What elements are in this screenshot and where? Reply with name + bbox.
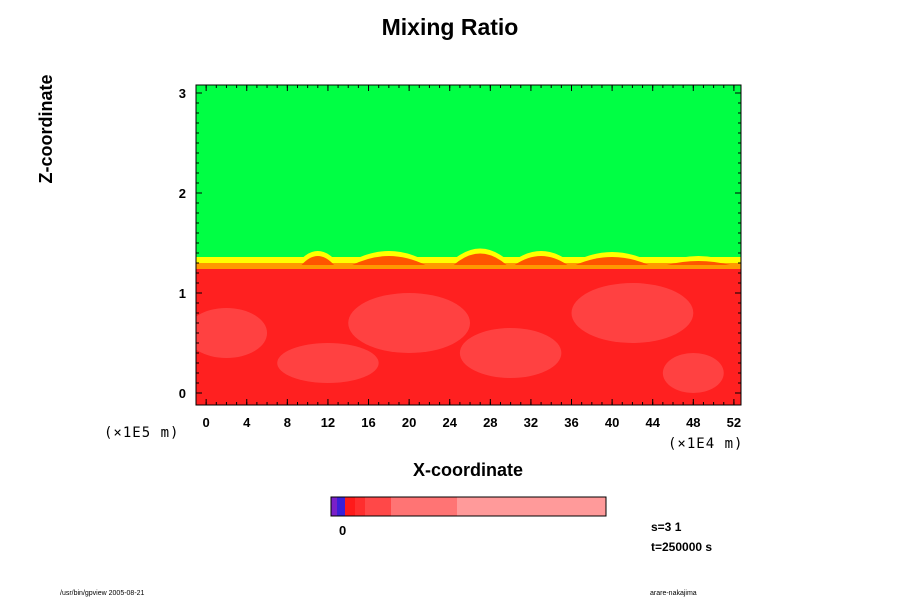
y-axis-ticks: 0 1 2 3 xyxy=(179,86,741,401)
x-tick-label: 24 xyxy=(442,415,457,430)
y-tick-label: 0 xyxy=(179,386,186,401)
mixing-patch xyxy=(196,308,268,358)
x-tick-label: 44 xyxy=(645,415,660,430)
y-tick-label: 2 xyxy=(179,186,186,201)
colorbar-frame xyxy=(330,496,607,517)
colorbar-segment xyxy=(331,497,337,516)
footer-author: arare-nakajima xyxy=(650,590,697,597)
x-tick-label: 12 xyxy=(321,415,335,430)
time-annotation: t=250000 s xyxy=(651,540,713,554)
colorbar-segment xyxy=(391,497,457,516)
interface-bump-inner xyxy=(575,257,649,265)
colorbar-segment xyxy=(345,497,355,516)
colorbar-segment xyxy=(355,497,365,516)
y-tick-label: 3 xyxy=(179,86,186,101)
mixing-patch xyxy=(571,283,694,343)
plot-frame xyxy=(195,84,742,406)
colorbar-segment xyxy=(365,497,391,516)
chart-title: Mixing Ratio xyxy=(381,14,519,40)
interface-bump-inner xyxy=(453,253,507,265)
x-tick-label: 4 xyxy=(243,415,251,430)
y-tick-label: 1 xyxy=(179,286,186,301)
mixing-patch xyxy=(348,293,471,353)
mixing-patch xyxy=(277,343,379,383)
interface-bump-inner xyxy=(514,256,568,265)
colorbar-segment xyxy=(457,497,606,516)
colorbar-zero-label: 0 xyxy=(339,523,347,538)
x-tick-label: 48 xyxy=(686,415,700,430)
y-scale-label: (×1E5 m) xyxy=(104,425,180,441)
interface-bump-inner xyxy=(666,261,730,265)
mixing-patch xyxy=(459,328,562,378)
step-annotation: s=3 1 xyxy=(651,520,682,534)
x-tick-label: 52 xyxy=(727,415,741,430)
mixing-patch xyxy=(662,353,724,393)
x-tick-label: 16 xyxy=(361,415,375,430)
interface-band-orange xyxy=(196,263,741,269)
mixing-ratio-field xyxy=(196,85,741,405)
x-axis-ticks: 0 4 8 12 16 20 24 28 32 36 40 44 48 52 xyxy=(203,85,741,430)
interface-bump-inner xyxy=(301,256,335,265)
x-axis-label: X-coordinate xyxy=(412,460,523,480)
x-tick-label: 0 xyxy=(203,415,210,430)
colorbar-segment xyxy=(337,497,345,516)
x-tick-label: 20 xyxy=(402,415,416,430)
y-axis-label: Z-coordinate xyxy=(36,74,56,184)
colorbar xyxy=(330,496,607,517)
x-tick-label: 8 xyxy=(284,415,291,430)
x-tick-label: 32 xyxy=(524,415,538,430)
interface-bump xyxy=(662,256,734,263)
x-tick-label: 40 xyxy=(605,415,619,430)
x-tick-label: 28 xyxy=(483,415,497,430)
footer-command: /usr/bin/gpview 2005-08-21 xyxy=(60,590,145,597)
x-tick-label: 36 xyxy=(564,415,578,430)
x-scale-label: (×1E4 m) xyxy=(668,436,744,452)
interface-bump-inner xyxy=(352,256,426,265)
